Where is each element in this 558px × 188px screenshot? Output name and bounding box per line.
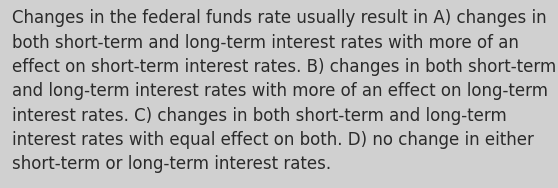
Text: Changes in the federal funds rate usually result in A) changes in
both short-ter: Changes in the federal funds rate usuall… bbox=[12, 9, 556, 173]
